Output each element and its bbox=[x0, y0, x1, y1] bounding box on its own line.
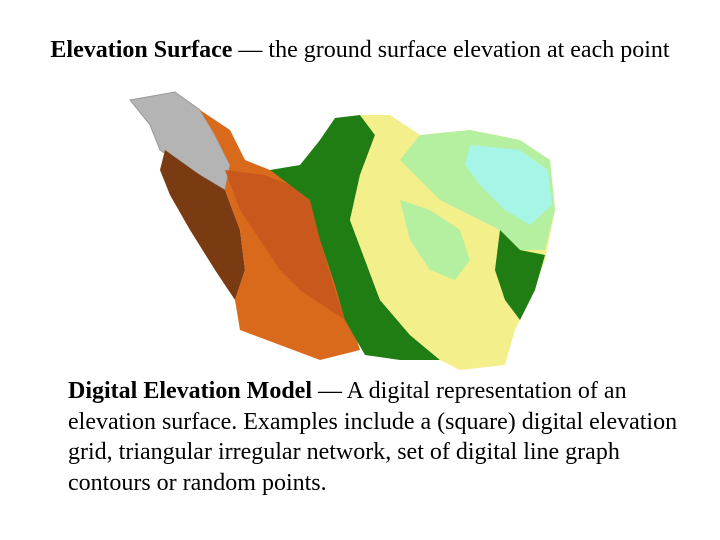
slide-title: Elevation Surface — the ground surface e… bbox=[50, 34, 670, 66]
map-image bbox=[129, 91, 555, 370]
body-term: Digital Elevation Model bbox=[68, 378, 312, 404]
body-definition: — A digital representation of an elevati… bbox=[68, 378, 678, 496]
title-definition: — the ground surface elevation at each p… bbox=[238, 37, 670, 63]
body-paragraph: Digital Elevation Model — A digital repr… bbox=[68, 376, 688, 498]
title-term: Elevation Surface bbox=[50, 37, 233, 63]
